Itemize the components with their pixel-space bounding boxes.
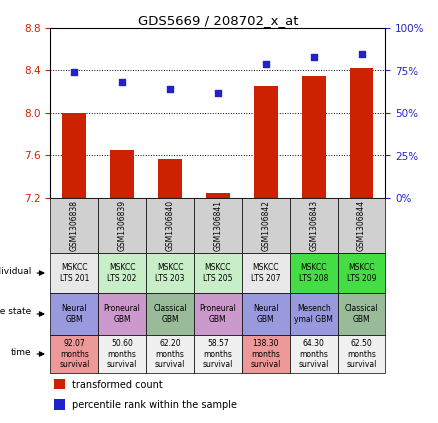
Text: time: time bbox=[11, 348, 31, 357]
Bar bbox=[350, 69, 374, 198]
Text: GSM1306843: GSM1306843 bbox=[309, 200, 318, 251]
Text: GSM1306839: GSM1306839 bbox=[118, 200, 127, 251]
Text: GSM1306841: GSM1306841 bbox=[213, 200, 223, 251]
Bar bbox=[54, 379, 65, 389]
Text: MSKCC
LTS 207: MSKCC LTS 207 bbox=[251, 263, 280, 283]
Text: GSM1306840: GSM1306840 bbox=[166, 200, 174, 251]
Point bbox=[310, 54, 317, 60]
Text: Classical
GBM: Classical GBM bbox=[153, 304, 187, 324]
Text: MSKCC
LTS 205: MSKCC LTS 205 bbox=[203, 263, 233, 283]
Point bbox=[166, 86, 173, 93]
Text: MSKCC
LTS 201: MSKCC LTS 201 bbox=[60, 263, 89, 283]
Text: Proneural
GBM: Proneural GBM bbox=[199, 304, 237, 324]
Text: GSM1306838: GSM1306838 bbox=[70, 200, 79, 251]
Text: individual: individual bbox=[0, 266, 31, 275]
Text: MSKCC
LTS 202: MSKCC LTS 202 bbox=[107, 263, 137, 283]
Point bbox=[71, 69, 78, 76]
Text: Neural
GBM: Neural GBM bbox=[62, 304, 87, 324]
Point bbox=[262, 60, 269, 67]
Text: GSM1306844: GSM1306844 bbox=[357, 200, 366, 251]
Text: Neural
GBM: Neural GBM bbox=[253, 304, 279, 324]
Text: 138.30
months
survival: 138.30 months survival bbox=[251, 339, 281, 369]
Point bbox=[358, 50, 365, 57]
Text: 58.57
months
survival: 58.57 months survival bbox=[203, 339, 233, 369]
Text: 92.07
months
survival: 92.07 months survival bbox=[59, 339, 89, 369]
Bar bbox=[62, 113, 86, 198]
Text: 64.30
months
survival: 64.30 months survival bbox=[298, 339, 329, 369]
Text: 62.20
months
survival: 62.20 months survival bbox=[155, 339, 185, 369]
Point bbox=[214, 89, 221, 96]
Bar bbox=[54, 399, 65, 409]
Text: Mesench
ymal GBM: Mesench ymal GBM bbox=[294, 304, 333, 324]
Text: transformed count: transformed count bbox=[72, 380, 163, 390]
Text: MSKCC
LTS 208: MSKCC LTS 208 bbox=[299, 263, 328, 283]
Text: 50.60
months
survival: 50.60 months survival bbox=[107, 339, 138, 369]
Title: GDS5669 / 208702_x_at: GDS5669 / 208702_x_at bbox=[138, 14, 298, 27]
Bar bbox=[110, 150, 134, 198]
Text: MSKCC
LTS 209: MSKCC LTS 209 bbox=[347, 263, 376, 283]
Bar bbox=[158, 159, 182, 198]
Text: percentile rank within the sample: percentile rank within the sample bbox=[72, 400, 237, 410]
Bar bbox=[254, 86, 278, 198]
Text: GSM1306842: GSM1306842 bbox=[261, 200, 270, 251]
Text: disease state: disease state bbox=[0, 308, 31, 316]
Text: MSKCC
LTS 203: MSKCC LTS 203 bbox=[155, 263, 185, 283]
Text: Classical
GBM: Classical GBM bbox=[345, 304, 378, 324]
Text: Proneural
GBM: Proneural GBM bbox=[104, 304, 141, 324]
Bar bbox=[302, 76, 325, 198]
Point bbox=[119, 79, 126, 86]
Bar bbox=[206, 193, 230, 198]
Text: 62.50
months
survival: 62.50 months survival bbox=[346, 339, 377, 369]
